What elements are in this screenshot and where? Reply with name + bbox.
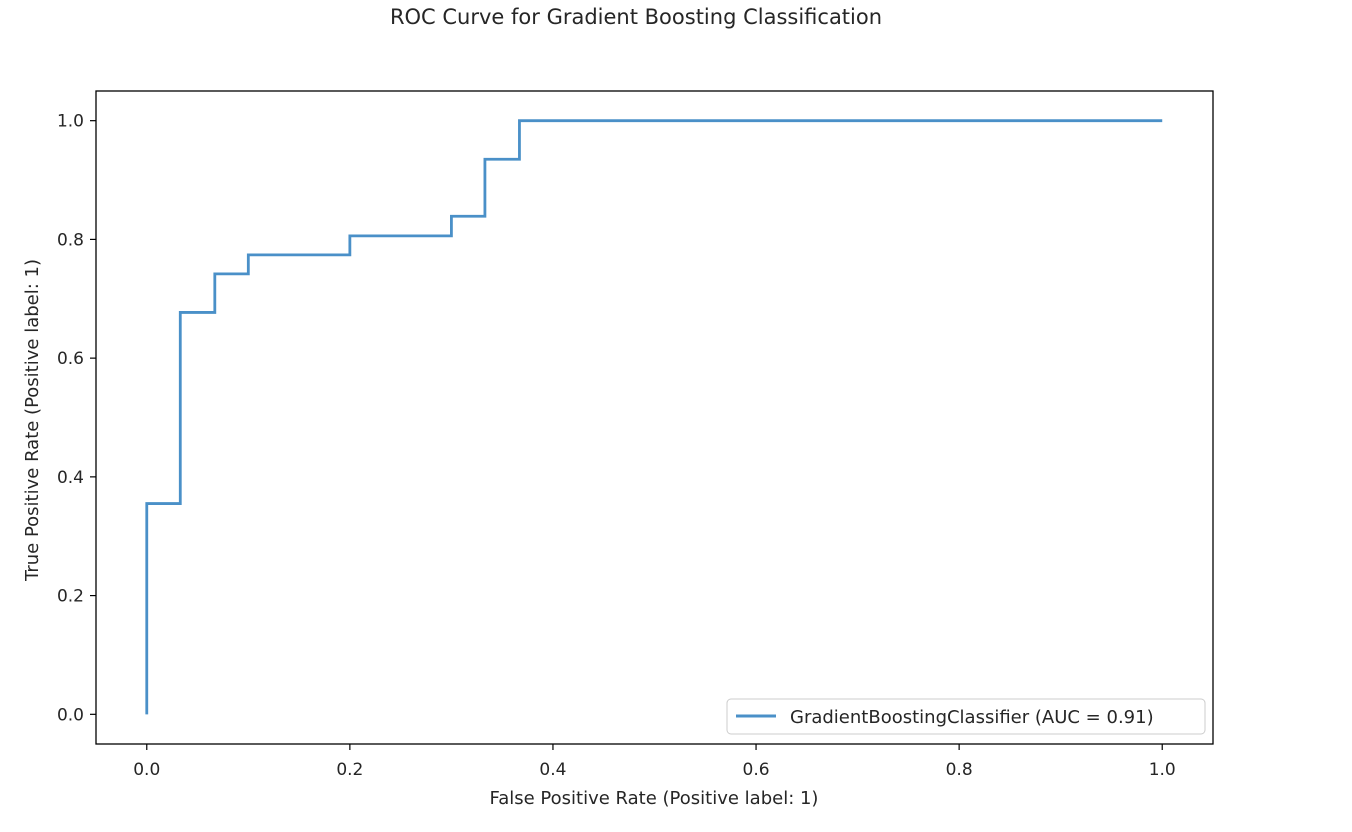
plot-content — [145, 119, 1163, 715]
y-tick-label: 0.4 — [57, 468, 84, 488]
y-axis-label: True Positive Rate (Positive label: 1) — [22, 259, 43, 582]
x-tick-label: 0.2 — [336, 760, 363, 780]
plot-frame — [95, 90, 1214, 745]
x-tick-label: 0.4 — [539, 760, 566, 780]
legend-entry-gradient-boosting: GradientBoostingClassifier (AUC = 0.91) — [790, 707, 1154, 728]
x-tick-label: 0.6 — [743, 760, 770, 780]
y-tick-label: 0.6 — [57, 349, 84, 369]
y-tick-label: 0.2 — [57, 587, 84, 607]
y-axis-ticks: 0.0 0.2 0.4 0.6 0.8 1.0 — [57, 112, 96, 725]
roc-curve-line-0 — [145, 119, 1163, 715]
y-tick-label: 1.0 — [57, 112, 84, 132]
x-tick-label: 1.0 — [1149, 760, 1176, 780]
x-tick-label: 0.0 — [133, 760, 160, 780]
x-axis-label: False Positive Rate (Positive label: 1) — [490, 788, 819, 809]
y-tick-label: 0.0 — [57, 705, 84, 725]
chart-title: ROC Curve for Gradient Boosting Classifi… — [390, 5, 882, 29]
x-axis-ticks: 0.0 0.2 0.4 0.6 0.8 1.0 — [133, 744, 1176, 780]
legend-box — [726, 698, 1206, 735]
y-tick-label: 0.8 — [57, 230, 84, 250]
legend: GradientBoostingClassifier (AUC = 0.91) — [726, 698, 1206, 735]
x-tick-label: 0.8 — [946, 760, 973, 780]
